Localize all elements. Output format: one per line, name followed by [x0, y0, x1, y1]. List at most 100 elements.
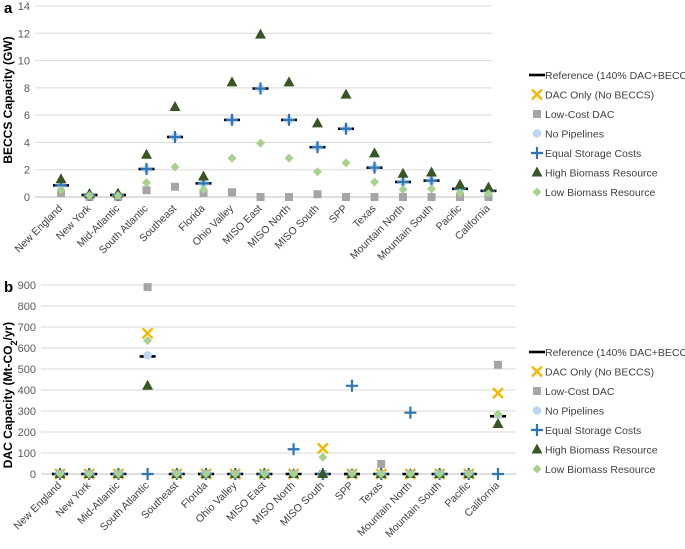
panel-a-series-low-biomass-resource — [56, 138, 493, 201]
panel-b-point-low-biomass-resource-ohio-valley — [230, 469, 240, 479]
panel-b-point-low-biomass-resource-texas — [376, 469, 386, 479]
panel-a-ytick-label: 2 — [24, 165, 30, 177]
panel-b-point-low-biomass-resource-south-atlantic — [143, 336, 153, 346]
panel-b-legend-label-high-biomass-resource: High Biomass Resource — [545, 445, 658, 457]
panel-b-series-dac-only-no-beccs — [54, 327, 504, 480]
panel-a-point-low-cost-dac-miso-east — [256, 193, 265, 201]
panel-b-ytick-label: 800 — [18, 301, 36, 313]
panel-b-ytick-label: 500 — [18, 364, 36, 376]
panel-a-ytick-label: 0 — [24, 192, 30, 204]
panel-b-legend-label-low-biomass-resource: Low Biomass Resource — [545, 464, 655, 476]
panel-b-point-low-biomass-resource-spp — [347, 469, 357, 479]
panel-a-legend-label-high-biomass-resource: High Biomass Resource — [545, 168, 658, 180]
panel-b-point-dac-only-no-beccs-miso-south — [316, 442, 329, 455]
panel-b-point-low-biomass-resource-new-york — [84, 469, 94, 479]
panel-a-series-high-biomass-resource — [55, 28, 494, 199]
panel-a-legend-marker-equal-storage-costs — [531, 147, 543, 159]
panel-b-series-reference-140-dac-beccs — [52, 355, 506, 476]
panel-a-legend-label-low-biomass-resource: Low Biomass Resource — [545, 187, 655, 199]
panel-b-legend-label-no-pipelines: No Pipelines — [545, 406, 604, 418]
panel-a-point-equal-storage-costs-spp — [340, 122, 352, 135]
panel-b-point-low-cost-dac-south-atlantic — [143, 283, 152, 292]
panel-b-point-equal-storage-costs-mountain-north — [404, 406, 417, 419]
panel-a-point-high-biomass-resource-miso-east — [255, 28, 266, 39]
panel-a-legend-marker-low-cost-dac — [533, 110, 541, 118]
panel-a-point-high-biomass-resource-miso-north — [283, 76, 295, 87]
panel-a-point-equal-storage-costs-miso-east — [254, 82, 267, 95]
panel-a-point-low-biomass-resource-spp — [341, 158, 351, 168]
panel-b-point-no-pipelines-south-atlantic — [143, 351, 152, 360]
panel-a-point-high-biomass-resource-southeast — [169, 100, 181, 111]
panel-b-ytick-label: 300 — [18, 406, 36, 418]
panel-b-ytick-label: 0 — [30, 469, 36, 481]
panel-a-point-high-biomass-resource-texas — [369, 147, 380, 158]
panel-a-legend-label-equal-storage-costs: Equal Storage Costs — [545, 148, 641, 160]
panel-a-series-low-cost-dac — [57, 182, 493, 201]
panel-a-point-high-biomass-resource-new-england — [55, 173, 67, 184]
panel-b-ylabel-main: DAC Capacity (Mt-CO — [1, 346, 15, 469]
panel-b-legend-label-reference-140-dac-beccs: Reference (140% DAC+BECCS) — [545, 347, 685, 359]
panel-a-point-low-cost-dac-southeast — [171, 182, 179, 191]
panel-b-point-low-biomass-resource-mountain-south — [435, 469, 445, 479]
panel-a-point-low-biomass-resource-new-york — [85, 191, 94, 201]
panel-a-point-high-biomass-resource-spp — [340, 88, 352, 99]
panel-a-point-low-cost-dac-south-atlantic — [142, 186, 151, 195]
panel-a-point-low-biomass-resource-southeast — [170, 162, 180, 172]
panel-a-point-equal-storage-costs-ohio-valley — [226, 113, 238, 126]
panel-b-xtick-spp: SPP — [333, 480, 356, 503]
panel-b-point-high-biomass-resource-south-atlantic — [142, 379, 154, 390]
panel-a-point-equal-storage-costs-miso-south — [311, 141, 324, 154]
panel-b-legend-marker-low-biomass-resource — [532, 464, 542, 474]
panel-a-point-low-biomass-resource-california — [484, 189, 493, 199]
panel-b-point-low-biomass-resource-southeast — [172, 469, 182, 479]
panel-b-point-high-biomass-resource-california — [492, 418, 504, 429]
panel-a-point-low-cost-dac-texas — [370, 193, 379, 201]
panel-b-legend: Reference (140% DAC+BECCS) DAC Only (No B… — [529, 347, 685, 476]
panel-b-legend-marker-equal-storage-costs — [531, 424, 543, 436]
panel-a-point-equal-storage-costs-miso-north — [283, 113, 295, 126]
panel-b-series-equal-storage-costs — [54, 379, 504, 480]
panel-b-point-low-biomass-resource-mountain-north — [405, 469, 415, 479]
panel-b-legend-marker-no-pipelines — [532, 406, 542, 415]
panel-a-legend-marker-high-biomass-resource — [531, 166, 543, 177]
panel-a-point-low-cost-dac-mountain-south — [427, 193, 436, 201]
panel-a-legend-label-low-cost-dac: Low-Cost DAC — [545, 109, 615, 121]
panel-b-ytick-label: 900 — [18, 280, 36, 292]
panel-a-point-low-biomass-resource-mid-atlantic — [113, 191, 123, 201]
panel-b-ytick-label: 200 — [18, 427, 36, 439]
panel-b-point-equal-storage-costs-miso-north — [287, 443, 300, 456]
panel-a-ylabel: BECCS Capacity (GW) — [1, 36, 15, 163]
panel-a-ytick-label: 12 — [18, 28, 30, 40]
panel-b-point-low-biomass-resource-pacific — [464, 469, 474, 479]
panel-b-point-low-biomass-resource-new-england — [55, 469, 65, 479]
panel-a-point-equal-storage-costs-southeast — [169, 130, 181, 143]
panel-b-legend-label-low-cost-dac: Low-Cost DAC — [545, 386, 615, 398]
panel-a-point-low-cost-dac-ohio-valley — [228, 188, 236, 197]
panel-b-point-high-biomass-resource-miso-south — [317, 468, 329, 478]
panel-b-plot: 0 100 200 300 400 500 600 700 800 900 New England N… — [11, 280, 685, 540]
panel-b-series-low-cost-dac — [56, 283, 502, 478]
panel-a-point-equal-storage-costs-texas — [368, 161, 381, 174]
panel-b-point-low-biomass-resource-mid-atlantic — [113, 469, 123, 479]
panel-a-point-high-biomass-resource-south-atlantic — [141, 148, 152, 159]
panel-a-legend-marker-dac-only-no-beccs — [531, 88, 543, 101]
panel-a-point-low-biomass-resource-mountain-south — [427, 184, 436, 194]
panel-b-legend-label-dac-only-no-beccs: DAC Only (No BECCS) — [545, 367, 654, 379]
panel-b-point-equal-storage-costs-california — [492, 468, 504, 480]
panel-a-ytick-label: 4 — [24, 137, 30, 149]
panel-b-point-dac-only-no-beccs-south-atlantic — [141, 327, 154, 340]
panel-a-ytick-label: 14 — [18, 1, 30, 13]
panel-a-point-low-biomass-resource-miso-south — [313, 167, 322, 177]
panel-b-point-equal-storage-costs-south-atlantic — [141, 468, 154, 480]
panel-b-point-low-biomass-resource-miso-north — [289, 469, 299, 479]
panel-a-point-low-biomass-resource-new-england — [56, 185, 66, 195]
panel-b-legend-marker-high-biomass-resource — [531, 443, 543, 454]
panel-a-xtick-spp: SPP — [327, 203, 350, 226]
panel-b-legend-marker-dac-only-no-beccs — [531, 365, 543, 378]
panel-a-label: a — [4, 0, 13, 17]
panel-b-ylabel: DAC Capacity (Mt-CO2/yr) — [1, 322, 19, 468]
panel-a-point-low-biomass-resource-miso-north — [284, 153, 294, 163]
panel-b-xtick-new-england: New England — [11, 480, 64, 533]
